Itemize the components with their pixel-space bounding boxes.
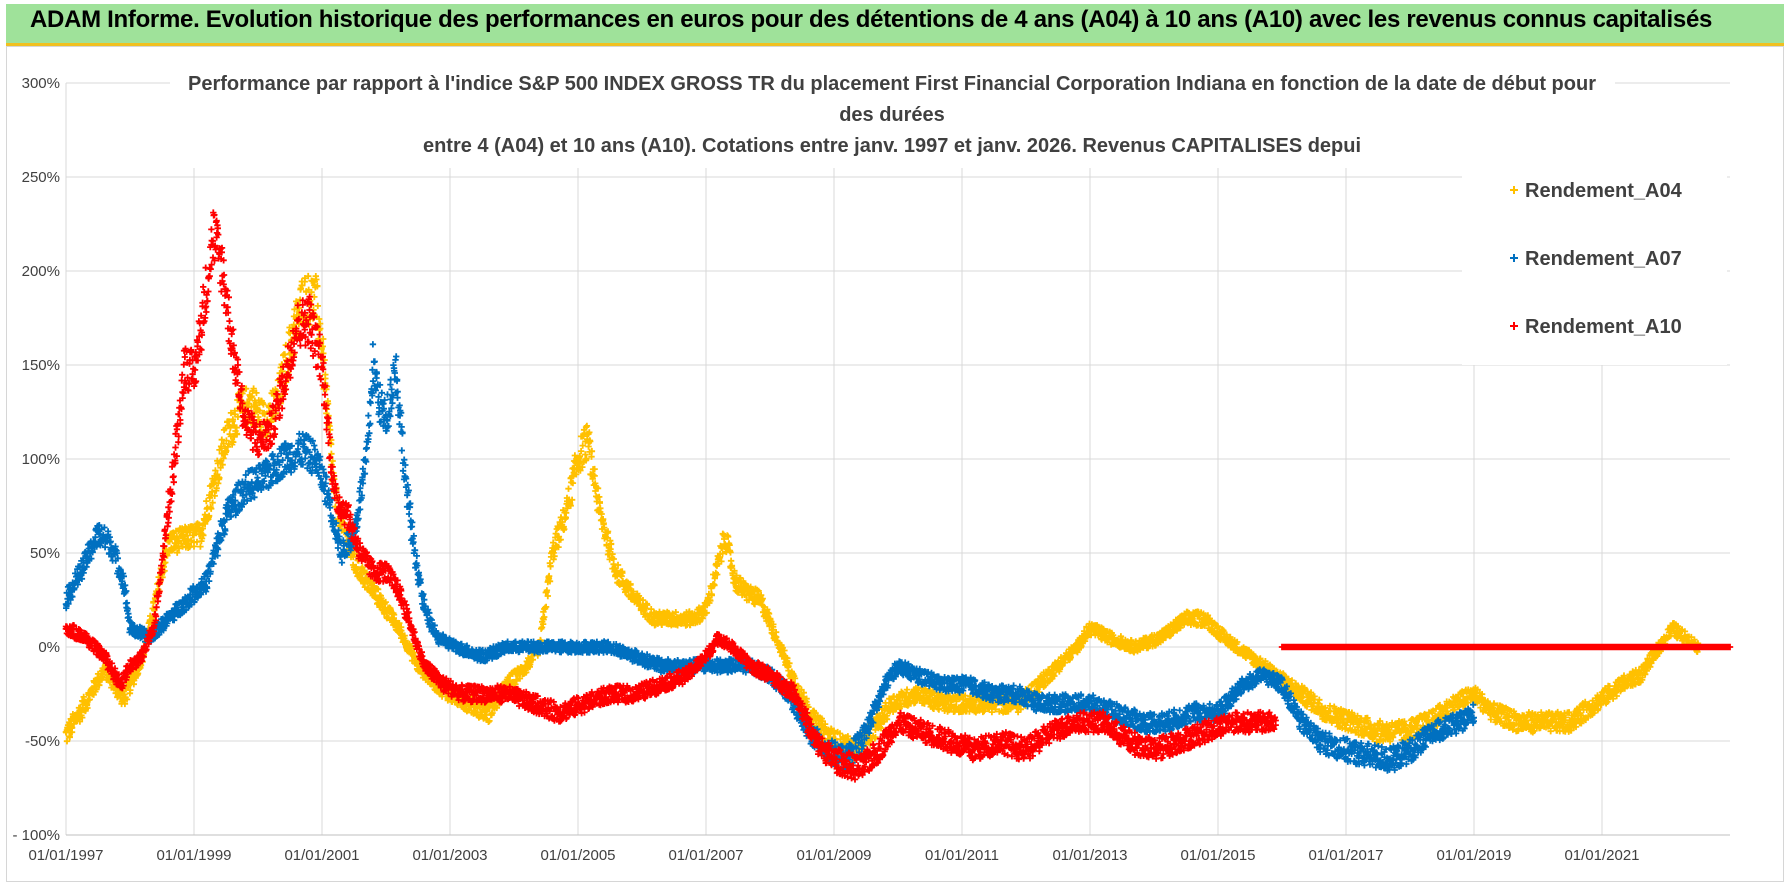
x-tick-label: 01/01/2013 — [1052, 847, 1127, 864]
legend-background — [1462, 160, 1727, 365]
banner-title: ADAM Informe. Evolution historique des p… — [30, 6, 1713, 33]
x-tick-label: 01/01/1999 — [156, 847, 231, 864]
x-tick-label: 01/01/2011 — [925, 847, 999, 864]
y-tick-label: 300% — [22, 75, 60, 92]
legend-marker — [1510, 254, 1518, 262]
legend-label: Rendement_A10 — [1525, 316, 1682, 338]
chart-title-line: Performance par rapport à l'indice S&P 5… — [188, 73, 1596, 95]
x-axis: 01/01/1997 01/01/1999 01/01/2001 01/01/2003… — [28, 847, 1639, 864]
chart-title: Performance par rapport à l'indice S&P 5… — [188, 73, 1596, 157]
x-tick-label: 01/01/2003 — [412, 847, 487, 864]
legend-marker — [1510, 322, 1518, 330]
banner-bar — [6, 4, 1784, 46]
y-tick-label: 250% — [22, 169, 60, 186]
y-tick-label: 200% — [22, 263, 60, 280]
x-tick-label: 01/01/2009 — [796, 847, 871, 864]
x-tick-label: 01/01/1997 — [28, 847, 103, 864]
y-tick-label: 150% — [22, 357, 60, 374]
x-tick-label: 01/01/2005 — [540, 847, 615, 864]
series-markers-Rendement_A04 — [62, 272, 1702, 765]
x-tick-label: 01/01/2007 — [668, 847, 743, 864]
y-tick-label: 0% — [38, 639, 60, 656]
chart-title-line: des durées — [839, 104, 945, 126]
data-points — [62, 209, 1734, 783]
y-tick-label: 100% — [22, 451, 60, 468]
chart-title-line: entre 4 (A04) et 10 ans (A10). Cotations… — [423, 135, 1361, 157]
x-tick-label: 01/01/2021 — [1564, 847, 1639, 864]
legend-marker — [1510, 186, 1518, 194]
series-Rendement_A04 — [62, 272, 1702, 765]
chart-frame — [6, 46, 1784, 882]
x-tick-label: 01/01/2001 — [284, 847, 359, 864]
x-tick-label: 01/01/2015 — [1180, 847, 1255, 864]
legend: Rendement_A04 Rendement_A07 Rendement_A10 — [1462, 160, 1727, 365]
title-background — [170, 68, 1615, 168]
x-tick-label: 01/01/2017 — [1308, 847, 1383, 864]
y-axis: 300% 250% 200% 150% 100% 50% 0% -50% - 100% — [12, 75, 60, 844]
report-banner: ADAM Informe. Evolution historique des p… — [0, 0, 1790, 48]
y-tick-label: 50% — [30, 545, 60, 562]
series-Rendement_A10 — [62, 209, 1734, 783]
legend-label: Rendement_A07 — [1525, 248, 1682, 270]
series-markers-Rendement_A10 — [62, 209, 1734, 783]
x-tick-label: 01/01/2019 — [1436, 847, 1511, 864]
y-tick-label: - 100% — [12, 827, 60, 844]
legend-label: Rendement_A04 — [1525, 180, 1683, 202]
y-tick-label: -50% — [25, 733, 60, 750]
